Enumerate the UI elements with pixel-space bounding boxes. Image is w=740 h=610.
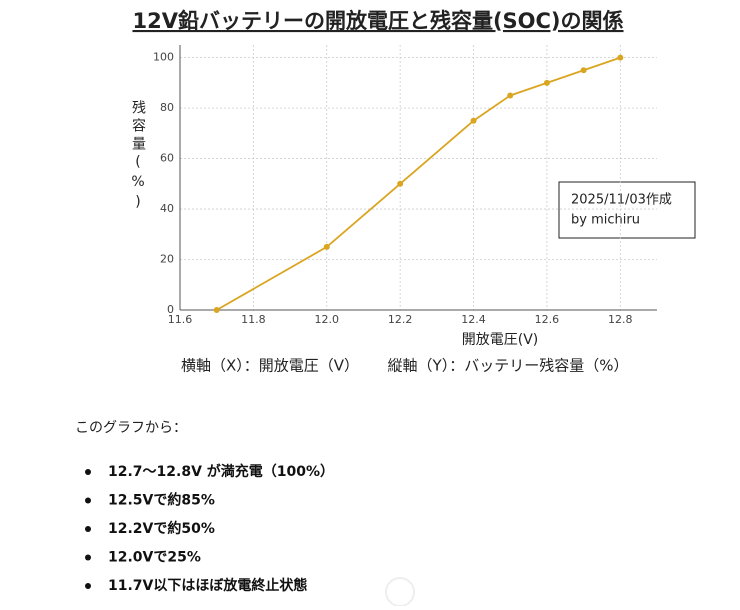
y-axis-label: 残容量(%) — [130, 100, 146, 214]
annotation: 2025/11/03作成 — [571, 193, 672, 208]
marker — [580, 67, 587, 74]
x-tick-label: 11.6 — [168, 313, 193, 326]
bullet-text: 11.7V以下はほぼ放電終止状態 — [108, 577, 307, 594]
marker — [213, 307, 220, 313]
y-tick-label: 0 — [167, 303, 174, 316]
marker — [323, 243, 330, 250]
x-tick-label: 11.8 — [241, 313, 266, 326]
x-tick-label: 12.0 — [315, 313, 340, 326]
bullet-dot — [85, 554, 91, 561]
caption: 縦軸（Y）：バッテリー残容量（%） — [388, 357, 629, 375]
y-tick-label: 80 — [160, 101, 174, 114]
bullet-text: 12.5Vで約85% — [108, 492, 215, 509]
bullet-text: 12.2Vで約50% — [108, 520, 215, 537]
x-tick-label: 12.6 — [535, 313, 560, 326]
body-intro: このグラフから： — [75, 420, 187, 436]
marker — [470, 117, 477, 124]
bullet-text: 12.0Vで25% — [108, 550, 201, 566]
bullet-dot — [85, 497, 91, 504]
marker — [397, 180, 404, 187]
bullet-dot — [85, 583, 91, 589]
annotation-box — [558, 181, 696, 239]
chart-title: 12V鉛バッテリーの開放電圧と残容量(SOC)の関係 — [132, 9, 623, 33]
bullet-text: 12.7〜12.8V が満充電（100%） — [108, 463, 334, 480]
annotation: by michiru — [571, 213, 640, 228]
x-tick-label: 12.4 — [461, 313, 486, 326]
caption: 横軸（X）：開放電圧（V） — [181, 357, 359, 375]
x-tick-label: 12.8 — [608, 313, 633, 326]
bullet-dot — [85, 469, 91, 475]
marker — [617, 54, 624, 61]
line — [216, 56, 621, 311]
marker — [507, 92, 514, 99]
y-tick-label: 20 — [160, 253, 174, 266]
x-tick-label: 12.2 — [388, 313, 413, 326]
y-tick-label: 40 — [160, 202, 174, 215]
y-tick-label: 100 — [153, 51, 174, 64]
y-tick-label: 60 — [160, 152, 174, 165]
scroll-icon[interactable] — [385, 577, 415, 607]
bullet-dot — [85, 526, 91, 532]
marker — [543, 79, 550, 86]
x-axis-label: 開放電圧(V) — [462, 332, 539, 348]
